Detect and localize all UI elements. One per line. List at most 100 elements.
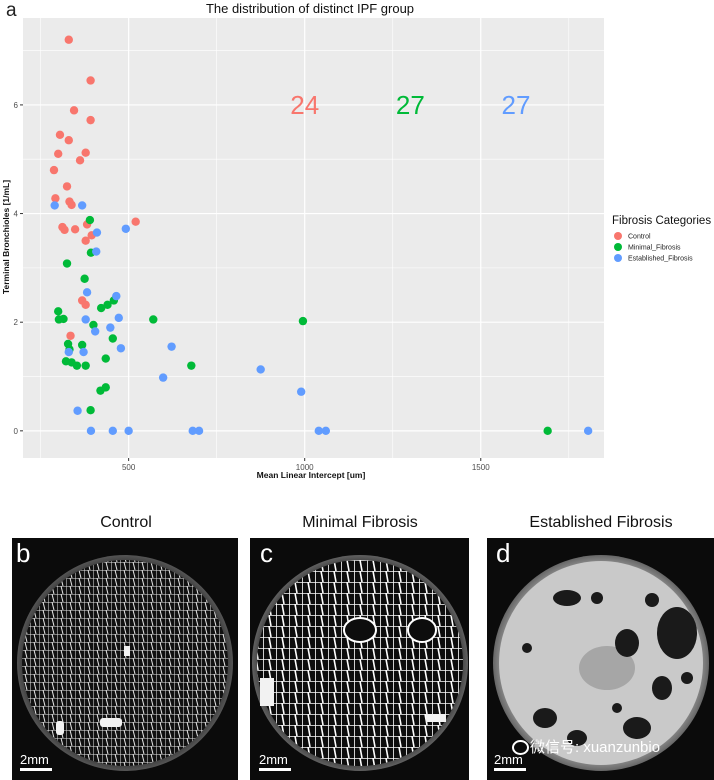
data-point [89,320,98,330]
y-tick-label: 2 [14,318,19,327]
data-point [106,323,115,332]
data-point [81,361,90,370]
control-micro-ct-image [12,538,238,780]
data-point [131,217,140,226]
panel-c-scale-bar [259,768,291,771]
data-point [82,288,92,297]
data-point [187,361,196,370]
watermark: 微信号: xuanzunbio [530,739,661,756]
panel-d-scale-bar [494,768,526,771]
data-point [70,225,80,234]
data-point [73,406,82,415]
panel-d-scale-label: 2mm [494,752,523,767]
legend-label: Minimal_Fibrosis [628,245,681,252]
data-point [108,334,117,343]
data-point [321,426,331,436]
y-axis-label: Terminal Bronchioles [1/mL] [1,180,11,294]
x-tick-label: 500 [122,463,136,472]
data-point [81,300,90,310]
data-point [81,148,90,157]
data-point [543,426,552,436]
data-point [80,274,89,283]
data-point [77,201,87,210]
count-annotation: 27 [396,90,425,120]
wechat-icon [512,740,529,755]
data-point [86,426,96,436]
data-point [66,331,75,340]
grid-lines [23,18,604,458]
data-point [314,426,323,436]
data-point [54,307,63,316]
panel-b-letter: b [16,538,31,568]
y-tick-label: 4 [14,210,19,219]
legend-label: Control [628,234,651,241]
panel-c-scale-label: 2mm [259,752,288,767]
data-point [75,156,85,165]
data-point [86,405,95,415]
legend-title: Fibrosis Categories [612,215,711,227]
y-tick-label: 6 [14,101,19,110]
data-point [188,426,197,436]
data-point [49,165,59,175]
x-axis-label: Mean Linear Intercept [um] [257,470,366,480]
chart-title: The distribution of distinct IPF group [206,1,414,16]
data-point [64,136,73,145]
data-point [69,106,79,115]
data-point [81,315,90,324]
legend: Fibrosis Categories Control Minimal_Fibro… [612,215,711,263]
legend-label: Established_Fibrosis [628,256,693,263]
minimal-fibrosis-micro-ct-image [250,538,469,780]
panel-c-title: Minimal Fibrosis [302,514,418,531]
panel-b-title: Control [100,514,152,531]
data-point [64,35,73,44]
data-point [54,149,63,159]
established-fibrosis-micro-ct-image [487,538,714,780]
y-tick-label: 0 [14,427,19,436]
x-tick-label: 1000 [296,463,314,472]
data-point [103,300,112,310]
data-point [92,228,102,237]
data-point [77,340,87,350]
data-point [81,236,90,245]
data-point [121,224,131,233]
data-point [79,347,88,357]
data-point [96,303,106,313]
data-point [158,373,168,382]
data-point [60,225,69,235]
data-point [92,247,101,256]
data-point [112,291,121,301]
data-point [298,316,308,326]
panel-b-scale-label: 2mm [20,752,49,767]
count-annotation: 24 [290,90,319,120]
data-point [194,426,204,436]
data-point [50,201,59,210]
data-point [72,361,82,370]
data-point [116,344,126,353]
data-point [55,130,65,139]
data-point [86,115,95,125]
data-point [59,314,68,324]
axes: 500 1000 1500 0 2 4 6 [14,101,491,472]
data-point [167,342,176,351]
data-point [108,426,117,436]
panel-a-letter: a [6,0,17,21]
count-annotations: 24 27 27 [290,90,530,120]
data-point [62,259,72,268]
data-point [62,182,72,191]
data-point [124,426,133,436]
legend-key [614,254,622,262]
panel-b-scale-bar [20,768,52,771]
panel-d-title: Established Fibrosis [529,514,673,531]
data-point [96,386,105,395]
scatter-chart: a The distribution of distinct IPF group… [1,0,711,480]
data-point [51,194,60,203]
panel-c-letter: c [260,538,273,568]
data-point [256,365,265,374]
data-point [67,200,76,210]
panel-d-letter: d [496,538,511,568]
data-point [101,354,110,363]
count-annotation: 27 [502,90,531,120]
plot-background [23,18,604,458]
data-point [114,313,123,323]
data-point [86,76,95,85]
